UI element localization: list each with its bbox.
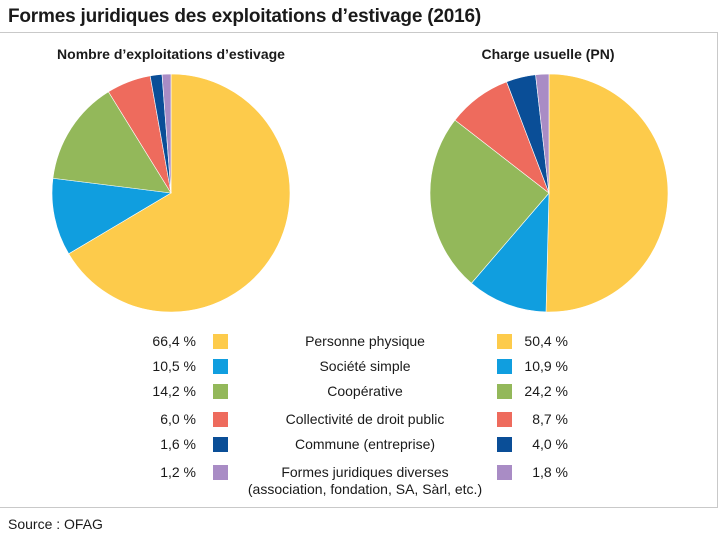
legend-label: Collectivité de droit public — [285, 411, 445, 427]
right-value-label: 10,9 % — [524, 358, 568, 374]
right-value-label: 24,2 % — [524, 383, 568, 399]
left-value-label: 66,4 % — [152, 333, 196, 349]
legend-row: 6,0 % Collectivité de droit public 8,7 % — [0, 411, 720, 435]
legend-swatch — [213, 465, 228, 480]
legend-row: 1,2 % Formes juridiques diverses (associat… — [0, 464, 720, 497]
left-pie-slice — [52, 91, 172, 194]
legend-swatch — [213, 359, 228, 374]
legend-label: Coopérative — [327, 383, 403, 399]
legend-swatch — [213, 412, 228, 427]
right-pie-slice — [471, 192, 550, 313]
pie-charts — [51, 73, 669, 313]
left-value-label: 1,2 % — [160, 464, 196, 480]
legend-swatch — [497, 334, 512, 349]
left-value-label: 6,0 % — [160, 411, 196, 427]
legend-swatch — [213, 334, 228, 349]
right-pie-slice — [429, 119, 550, 284]
chart-title: Formes juridiques des exploitations d’es… — [8, 6, 481, 27]
left-pie-title: Nombre d’exploitations d’estivage — [57, 46, 285, 62]
right-value-label: 4,0 % — [532, 436, 568, 452]
legend-swatch — [497, 412, 512, 427]
left-value-label: 14,2 % — [152, 383, 196, 399]
legend-label: Société simple — [319, 358, 411, 374]
legend-row: 14,2 % Coopérative 24,2 % — [0, 383, 720, 407]
right-value-label: 1,8 % — [532, 464, 568, 480]
right-pie-title: Charge usuelle (PN) — [481, 46, 615, 62]
legend-row: 10,5 % Société simple 10,9 % — [0, 358, 720, 382]
source-note: Source : OFAG — [8, 516, 103, 532]
legend-swatch — [213, 437, 228, 452]
left-value-label: 1,6 % — [160, 436, 196, 452]
right-value-label: 8,7 % — [532, 411, 568, 427]
legend-label: Personne physique — [305, 333, 425, 349]
legend-swatch — [497, 465, 512, 480]
left-pie-slice — [51, 177, 172, 255]
right-value-label: 50,4 % — [524, 333, 568, 349]
right-pie-slice — [535, 73, 550, 194]
legend-swatch — [213, 384, 228, 399]
left-value-label: 10,5 % — [152, 358, 196, 374]
left-pie-slice — [161, 73, 172, 194]
legend-row: 66,4 % Personne physique 50,4 % — [0, 333, 720, 357]
legend-swatch — [497, 384, 512, 399]
legend-label: Commune (entreprise) — [294, 436, 436, 452]
right-pie-slice — [545, 73, 669, 313]
legend-row: 1,6 % Commune (entreprise) 4,0 % — [0, 436, 720, 460]
legend-swatch — [497, 437, 512, 452]
legend-swatch — [497, 359, 512, 374]
chart-frame — [0, 32, 718, 508]
legend-label: Formes juridiques diverses (association, … — [247, 464, 483, 497]
left-pie-slice — [68, 73, 291, 313]
